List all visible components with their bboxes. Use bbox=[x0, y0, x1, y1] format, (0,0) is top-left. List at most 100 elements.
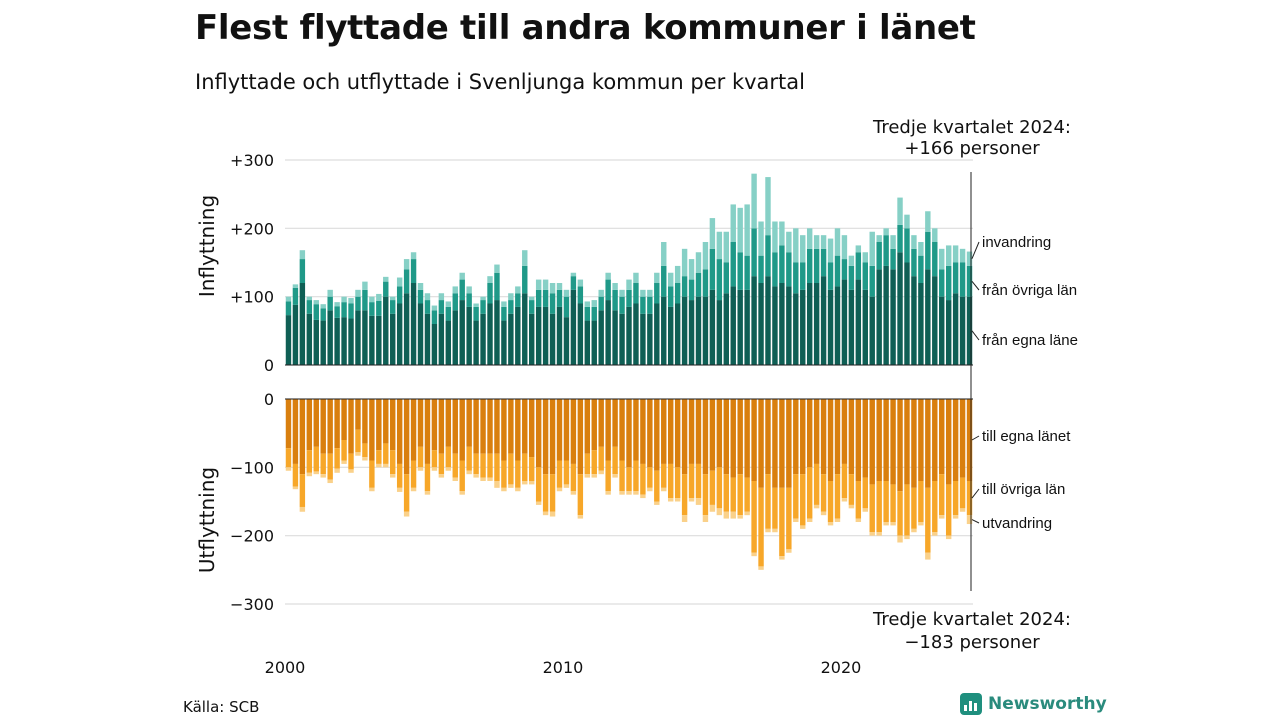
bar-in-segment bbox=[869, 265, 875, 297]
bar-out-segment bbox=[674, 399, 681, 468]
bar-in-segment bbox=[911, 276, 917, 365]
bar-out-segment bbox=[549, 399, 556, 475]
bar-out-segment bbox=[577, 515, 584, 519]
bar-in-segment bbox=[563, 296, 570, 318]
bar-in-segment bbox=[383, 281, 389, 297]
bar-in-segment bbox=[508, 313, 514, 365]
bar-out-segment bbox=[806, 467, 813, 519]
bar-in-segment bbox=[667, 306, 674, 365]
bar-in-segment bbox=[758, 255, 764, 283]
bar-in-segment bbox=[966, 265, 973, 297]
bar-out-segment bbox=[626, 399, 632, 468]
bar-out-segment bbox=[362, 443, 368, 458]
bar-out-segment bbox=[772, 487, 778, 529]
bar-out-segment bbox=[640, 494, 646, 499]
bar-out-segment bbox=[709, 399, 716, 471]
bar-out-segment bbox=[779, 399, 785, 488]
bar-out-segment bbox=[834, 474, 841, 519]
bar-out-segment bbox=[299, 399, 306, 475]
bar-in-segment bbox=[800, 235, 806, 263]
bar-out-segment bbox=[598, 399, 604, 447]
y-tick-label: +200 bbox=[230, 219, 274, 238]
bar-out-segment bbox=[904, 399, 910, 485]
bar-out-segment bbox=[820, 511, 827, 516]
bar-in-segment bbox=[535, 279, 542, 290]
y-tick-label: −300 bbox=[230, 595, 274, 614]
bar-out-segment bbox=[508, 453, 514, 485]
bar-in-segment bbox=[619, 296, 625, 314]
bar-out-segment bbox=[765, 474, 771, 529]
y-tick-label: −100 bbox=[230, 458, 274, 477]
bar-out-segment bbox=[438, 399, 445, 454]
bar-in-segment bbox=[431, 324, 438, 365]
bar-out-segment bbox=[827, 399, 834, 481]
bar-out-segment bbox=[383, 399, 389, 444]
bar-in-segment bbox=[862, 289, 868, 365]
bar-in-segment bbox=[806, 283, 813, 365]
bar-in-segment bbox=[786, 252, 792, 287]
series-label: utvandring bbox=[982, 515, 1052, 532]
bar-in-segment bbox=[883, 228, 889, 236]
bar-out-segment bbox=[452, 477, 458, 481]
bar-in-segment bbox=[793, 228, 799, 263]
bar-in-segment bbox=[424, 313, 431, 365]
bar-out-segment bbox=[424, 463, 431, 492]
bar-out-segment bbox=[897, 491, 903, 536]
bar-in-segment bbox=[619, 313, 625, 365]
bar-out-segment bbox=[570, 399, 577, 464]
bar-out-segment bbox=[869, 532, 875, 536]
bar-in-segment bbox=[334, 317, 340, 365]
y-tick-label: 0 bbox=[264, 356, 274, 375]
bar-in-segment bbox=[661, 265, 667, 297]
bar-in-segment bbox=[633, 283, 639, 304]
bar-in-segment bbox=[681, 276, 688, 297]
bar-out-segment bbox=[688, 463, 695, 499]
bar-in-segment bbox=[925, 211, 931, 232]
bar-in-segment bbox=[369, 315, 375, 365]
bar-out-segment bbox=[661, 399, 667, 464]
bar-out-segment bbox=[390, 450, 396, 475]
bar-out-segment bbox=[341, 399, 347, 440]
bar-in-segment bbox=[765, 177, 771, 236]
bar-out-segment bbox=[529, 457, 535, 481]
series-label: till egna länet bbox=[982, 428, 1071, 445]
bar-in-segment bbox=[473, 320, 479, 365]
bar-out-segment bbox=[438, 453, 445, 475]
bar-out-segment bbox=[584, 399, 591, 454]
bar-out-segment bbox=[702, 515, 709, 522]
bar-in-segment bbox=[897, 224, 903, 253]
bar-in-segment bbox=[487, 276, 493, 283]
bar-in-segment bbox=[556, 283, 563, 290]
bar-out-segment bbox=[591, 450, 597, 475]
bar-out-segment bbox=[966, 481, 973, 516]
bar-out-segment bbox=[667, 463, 674, 499]
bar-out-segment bbox=[570, 463, 577, 492]
x-tick-label: 2000 bbox=[265, 658, 306, 677]
y-tick-label: −200 bbox=[230, 527, 274, 546]
bar-in-segment bbox=[410, 283, 417, 365]
bar-out-segment bbox=[522, 453, 528, 481]
bar-in-segment bbox=[348, 298, 354, 304]
bar-out-segment bbox=[932, 481, 938, 533]
bar-in-segment bbox=[848, 289, 855, 365]
bar-in-segment bbox=[918, 283, 924, 365]
bar-in-segment bbox=[542, 289, 549, 307]
bar-out-segment bbox=[334, 448, 340, 469]
bar-out-segment bbox=[800, 399, 806, 475]
bar-out-segment bbox=[619, 399, 625, 461]
bar-out-segment bbox=[862, 508, 868, 512]
bar-out-segment bbox=[403, 474, 410, 512]
bar-in-segment bbox=[515, 286, 521, 294]
bar-out-segment bbox=[897, 535, 903, 543]
bar-in-segment bbox=[438, 293, 445, 301]
bar-in-segment bbox=[674, 265, 681, 283]
bar-in-segment bbox=[862, 252, 868, 263]
bar-in-segment bbox=[529, 296, 535, 301]
bar-out-segment bbox=[786, 399, 792, 488]
bar-in-segment bbox=[362, 310, 368, 365]
bar-out-segment bbox=[542, 399, 549, 475]
bar-in-segment bbox=[501, 320, 507, 365]
bar-in-segment bbox=[605, 272, 611, 280]
annotation-text: Tredje kvartalet 2024: bbox=[872, 609, 1071, 630]
bar-in-segment bbox=[396, 303, 403, 365]
